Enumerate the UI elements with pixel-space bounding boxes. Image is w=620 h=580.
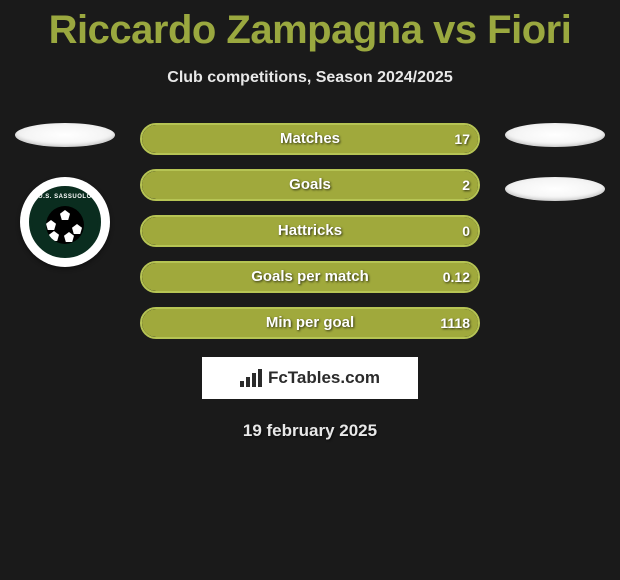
- page-subtitle: Club competitions, Season 2024/2025: [0, 69, 620, 87]
- stat-bar-hattricks: Hattricks 0: [140, 215, 480, 247]
- stat-bar-matches: Matches 17: [140, 123, 480, 155]
- club-badge-inner: U.S. SASSUOLO: [29, 186, 101, 258]
- player-placeholder-ellipse: [15, 123, 115, 147]
- stat-bar-goals-per-match: Goals per match 0.12: [140, 261, 480, 293]
- stats-container: Matches 17 Goals 2 Hattricks 0 Goals per…: [140, 123, 480, 339]
- brand-text: FcTables.com: [268, 368, 380, 388]
- right-player-column: [500, 123, 610, 231]
- left-player-column: U.S. SASSUOLO: [10, 123, 120, 267]
- stat-value: 0.12: [443, 263, 470, 291]
- page-title: Riccardo Zampagna vs Fiori: [0, 0, 620, 53]
- bar-chart-icon: [240, 369, 262, 387]
- soccer-ball-icon: [46, 206, 84, 244]
- club-badge: U.S. SASSUOLO: [20, 177, 110, 267]
- player-placeholder-ellipse: [505, 177, 605, 201]
- stat-value: 0: [462, 217, 470, 245]
- stat-bar-min-per-goal: Min per goal 1118: [140, 307, 480, 339]
- stat-label: Matches: [142, 125, 478, 153]
- club-badge-text: U.S. SASSUOLO: [38, 194, 92, 200]
- brand-logo[interactable]: FcTables.com: [202, 357, 418, 399]
- comparison-row: U.S. SASSUOLO Matches 17 Goals 2 Hattric…: [0, 123, 620, 339]
- date-text: 19 february 2025: [0, 421, 620, 441]
- stat-label: Goals per match: [142, 263, 478, 291]
- stat-label: Goals: [142, 171, 478, 199]
- player-placeholder-ellipse: [505, 123, 605, 147]
- stat-label: Hattricks: [142, 217, 478, 245]
- stat-value: 1118: [440, 309, 470, 337]
- stat-label: Min per goal: [142, 309, 478, 337]
- stat-value: 17: [454, 125, 470, 153]
- stat-value: 2: [462, 171, 470, 199]
- stat-bar-goals: Goals 2: [140, 169, 480, 201]
